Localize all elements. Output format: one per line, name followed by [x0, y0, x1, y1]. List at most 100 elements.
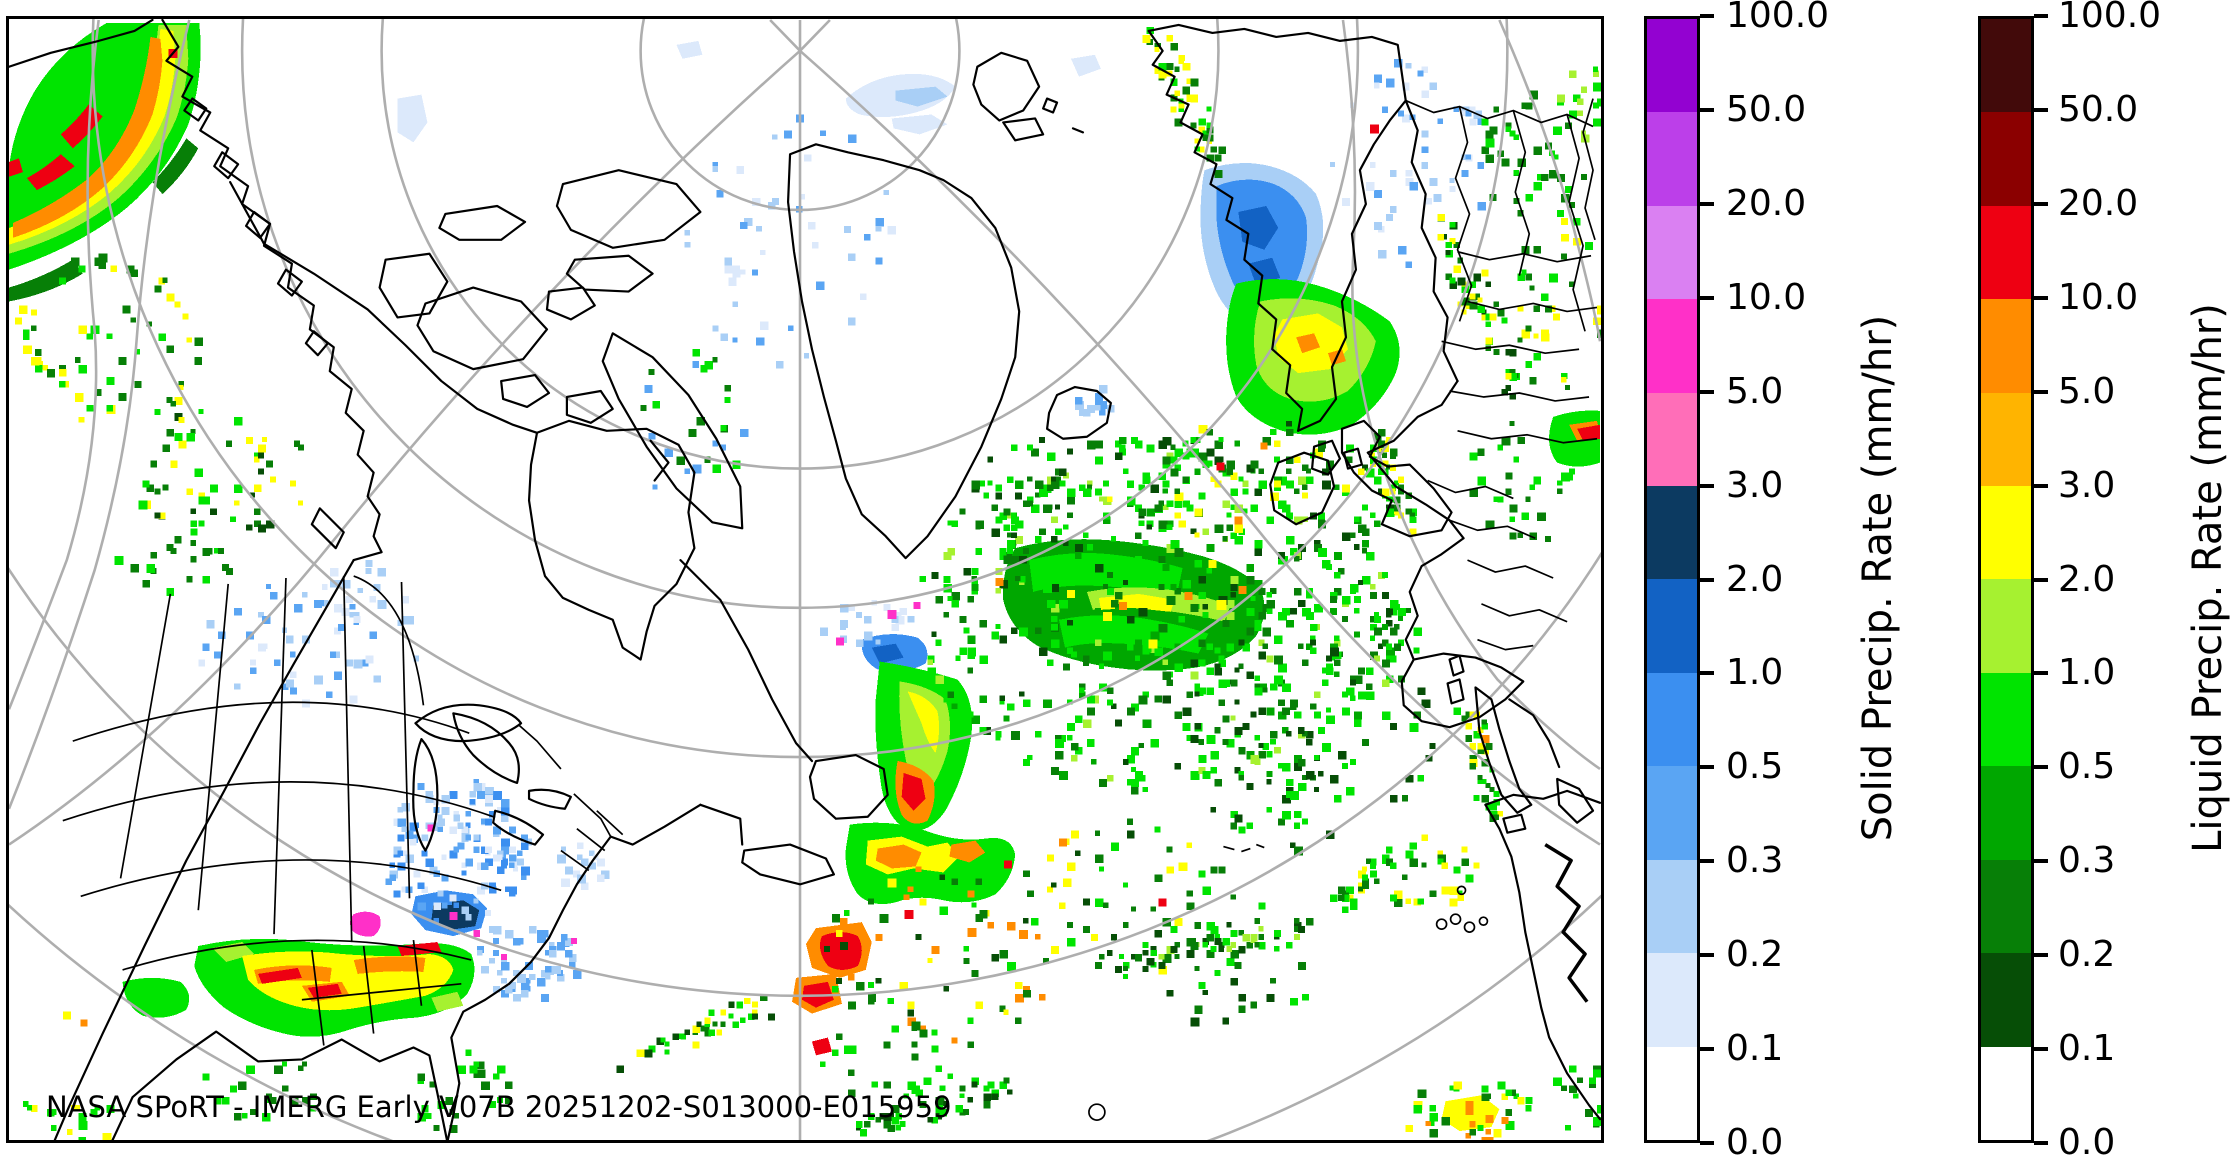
colorbar-tick-label: 20.0: [1726, 182, 1807, 224]
colorbar-tick: [1700, 765, 1714, 770]
colorbar-tick: [2034, 14, 2048, 18]
liquid-colorbar-segment: [1981, 112, 2031, 206]
liquid-colorbar-segment: [1981, 1046, 2031, 1140]
liquid-colorbar-segment: [1981, 486, 2031, 580]
colorbar-tick-label: 50.0: [2058, 88, 2139, 130]
liquid-colorbar-segment: [1981, 392, 2031, 487]
precipitation-map: [9, 19, 1601, 1140]
annotation-text: NASA SPoRT - IMERG Early V07B 20251202-S…: [46, 1090, 952, 1124]
solid-colorbar-title: Solid Precip. Rate (mm/hr): [1855, 314, 1901, 842]
colorbar-tick-label: 1.0: [2058, 652, 2116, 694]
solid-colorbar-segment: [1647, 205, 1697, 300]
precip-cell: [62, 1011, 71, 1020]
colorbar-tick-label: 100.0: [1726, 0, 1830, 36]
solid-colorbar-ticks: [1700, 14, 1716, 1145]
precip-cell: [1067, 589, 1075, 598]
colorbar-tick: [2034, 295, 2048, 300]
solid-colorbar-segment: [1647, 112, 1697, 206]
precip-cell: [1059, 838, 1068, 847]
liquid-colorbar-title: Liquid Precip. Rate (mm/hr): [2185, 303, 2231, 853]
colorbar-tick: [1700, 14, 1714, 18]
map-panel: [6, 16, 1604, 1143]
precip-cell: [473, 930, 481, 938]
colorbar-tick: [2034, 201, 2048, 206]
precip-cell: [1148, 639, 1158, 649]
liquid-colorbar-segment: [1981, 672, 2031, 767]
precip-cell: [570, 938, 577, 945]
liquid-colorbar-segment: [1981, 205, 2031, 300]
precip-cell: [427, 824, 435, 832]
solid-colorbar-segment: [1647, 18, 1697, 113]
colorbar-tick: [1700, 295, 1714, 300]
colorbar-tick-label: 0.2: [1726, 934, 1784, 976]
solid-colorbar-segment: [1647, 579, 1697, 673]
precip-cell: [835, 637, 844, 646]
colorbar-tick-label: 50.0: [1726, 88, 1807, 130]
solid-colorbar-segment: [1647, 859, 1697, 954]
colorbar-tick: [2034, 107, 2048, 112]
colorbar-tick: [2034, 1047, 2048, 1052]
liquid-colorbar-ticks: [2034, 14, 2050, 1145]
colorbar-tick-label: 3.0: [2058, 464, 2116, 506]
colorbar-tick-label: 100.0: [2058, 0, 2162, 36]
precip-cell: [1118, 601, 1127, 610]
liquid-colorbar-segment: [1981, 18, 2031, 113]
precip-cell: [1004, 860, 1013, 869]
colorbar-tick: [2034, 577, 2048, 582]
colorbar-tick: [2034, 483, 2048, 488]
colorbar-tick: [1700, 953, 1714, 958]
solid-colorbar-segment: [1647, 766, 1697, 860]
liquid-colorbar-segment: [1981, 859, 2031, 954]
liquid-colorbar-labels: 0.0 0.1 0.2 0.3 0.5 1.0 2.0 3.0 5.0 10.0 20.0 50.0 1…: [2058, 0, 2198, 1161]
colorbar-tick-label: 0.3: [2058, 840, 2116, 882]
liquid-colorbar-segment: [1981, 579, 2031, 673]
colorbar-tick-label: 5.0: [1726, 370, 1784, 412]
colorbar-tick: [2034, 859, 2048, 864]
precip-cell: [1234, 516, 1243, 525]
solid-colorbar-segment: [1647, 392, 1697, 487]
colorbar-tick-label: 10.0: [1726, 276, 1807, 318]
precip-cell: [1369, 124, 1379, 134]
precip-cell: [1184, 591, 1193, 600]
colorbar-tick: [1700, 389, 1714, 394]
colorbar-tick-label: 10.0: [2058, 276, 2139, 318]
colorbar-tick-label: 0.0: [2058, 1122, 2116, 1163]
colorbar-tick-label: 0.0: [1726, 1122, 1784, 1163]
colorbar-tick-label: 0.1: [1726, 1028, 1784, 1070]
precip-cell: [913, 601, 921, 609]
colorbar-tick: [1700, 107, 1714, 112]
solid-colorbar-segment: [1647, 1046, 1697, 1140]
colorbar-tick: [2034, 389, 2048, 394]
colorbar-tick-label: 0.1: [2058, 1028, 2116, 1070]
colorbar-tick: [2034, 1141, 2048, 1145]
precip-cell: [1158, 898, 1167, 907]
colorbar-tick: [1700, 1141, 1714, 1145]
precip-cell: [904, 910, 914, 920]
precip-cell: [967, 928, 977, 938]
solid-colorbar-segment: [1647, 953, 1697, 1047]
precip-cell: [501, 953, 508, 960]
colorbar-tick-label: 0.5: [1726, 746, 1784, 788]
solid-colorbar-segment: [1647, 672, 1697, 767]
precip-cell: [1216, 462, 1225, 471]
colorbar-tick-label: 0.2: [2058, 934, 2116, 976]
solid-colorbar: [1644, 16, 1700, 1143]
precip-cell: [995, 578, 1004, 586]
precip-cell: [1208, 560, 1217, 569]
colorbar-tick-label: 3.0: [1726, 464, 1784, 506]
colorbar-tick: [1700, 201, 1714, 206]
liquid-colorbar-segment: [1981, 766, 2031, 860]
colorbar-tick-label: 2.0: [2058, 558, 2116, 600]
colorbar-tick-label: 1.0: [1726, 652, 1784, 694]
precip-cell: [1102, 611, 1112, 621]
colorbar-tick: [1700, 671, 1714, 676]
colorbar-tick-label: 5.0: [2058, 370, 2116, 412]
liquid-colorbar: [1978, 16, 2034, 1143]
precip-cell: [449, 912, 458, 921]
solid-colorbar-segment: [1647, 299, 1697, 393]
precip-cell: [1481, 735, 1490, 744]
precip-cell: [1485, 1115, 1494, 1124]
precip-cell: [1238, 585, 1247, 594]
colorbar-tick-label: 0.5: [2058, 746, 2116, 788]
